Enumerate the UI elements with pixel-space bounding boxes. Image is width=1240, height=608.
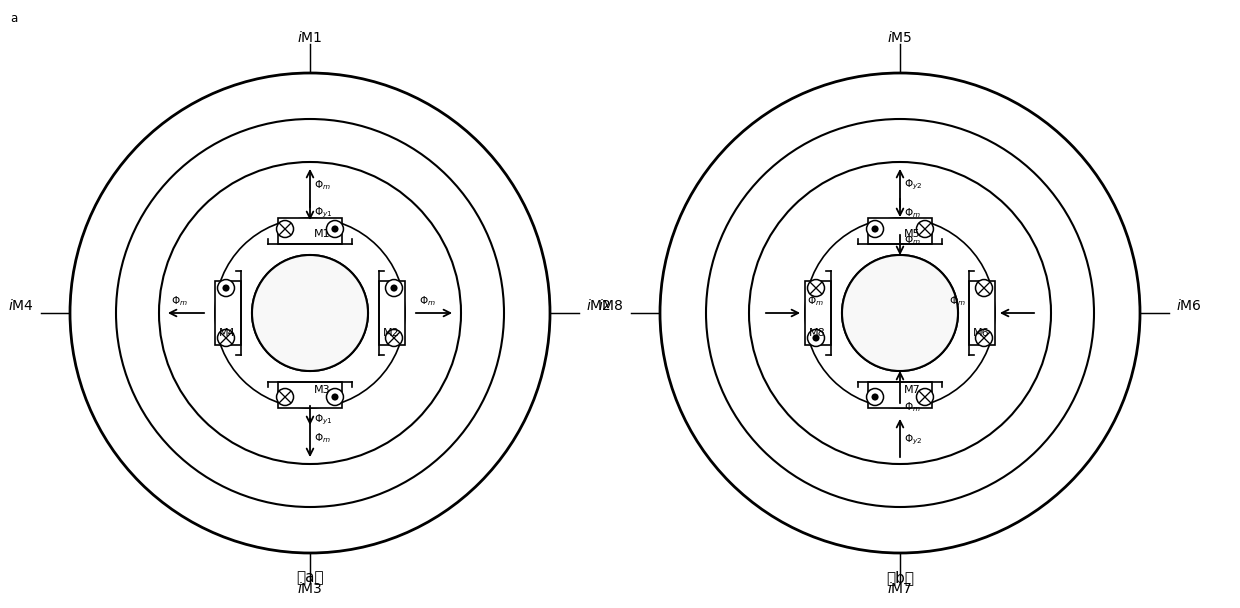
Text: $\mathit{\Phi}_m$: $\mathit{\Phi}_m$ xyxy=(314,178,331,192)
Text: a: a xyxy=(10,12,17,25)
Text: M6: M6 xyxy=(973,328,990,338)
Bar xyxy=(278,218,342,244)
Text: $\mathit{\Phi}_m$: $\mathit{\Phi}_m$ xyxy=(314,431,331,445)
Circle shape xyxy=(277,389,294,406)
Circle shape xyxy=(916,221,934,238)
Circle shape xyxy=(215,218,405,408)
Circle shape xyxy=(807,280,825,297)
Circle shape xyxy=(222,285,229,292)
Circle shape xyxy=(326,221,343,238)
Circle shape xyxy=(867,221,884,238)
Text: $\mathit{i}$M1: $\mathit{i}$M1 xyxy=(298,30,322,45)
Text: $\mathit{\Phi}_m$: $\mathit{\Phi}_m$ xyxy=(904,206,921,220)
Text: $\mathit{i}$M5: $\mathit{i}$M5 xyxy=(888,30,913,45)
Text: $\mathit{i}$M7: $\mathit{i}$M7 xyxy=(888,581,913,596)
Text: $\mathit{i}$M3: $\mathit{i}$M3 xyxy=(298,581,322,596)
Text: M8: M8 xyxy=(808,328,826,338)
Circle shape xyxy=(217,330,234,347)
Circle shape xyxy=(872,226,879,233)
Text: $\mathit{\Phi}_{y2}$: $\mathit{\Phi}_{y2}$ xyxy=(904,433,923,447)
Text: $\mathit{\Phi}_{y1}$: $\mathit{\Phi}_{y1}$ xyxy=(314,206,332,220)
Circle shape xyxy=(976,280,992,297)
Text: $\mathit{i}$M8: $\mathit{i}$M8 xyxy=(598,297,624,313)
Circle shape xyxy=(252,255,368,371)
Circle shape xyxy=(706,119,1094,507)
Text: $\mathit{i}$M4: $\mathit{i}$M4 xyxy=(9,297,33,313)
Text: M3: M3 xyxy=(314,385,331,395)
Text: $\mathit{i}$M2: $\mathit{i}$M2 xyxy=(587,297,611,313)
Circle shape xyxy=(976,330,992,347)
Text: $\mathit{\Phi}_m$: $\mathit{\Phi}_m$ xyxy=(171,294,187,308)
Circle shape xyxy=(867,389,884,406)
Text: $\mathit{\Phi}_m$: $\mathit{\Phi}_m$ xyxy=(419,294,435,308)
Text: $\mathit{\Phi}_m$: $\mathit{\Phi}_m$ xyxy=(904,233,921,247)
Circle shape xyxy=(69,73,551,553)
Circle shape xyxy=(386,330,403,347)
Circle shape xyxy=(812,334,820,342)
Circle shape xyxy=(807,330,825,347)
Circle shape xyxy=(277,221,294,238)
Text: $\mathit{\Phi}_m$: $\mathit{\Phi}_m$ xyxy=(949,294,966,308)
Bar xyxy=(868,218,932,244)
Text: （a）: （a） xyxy=(296,570,324,586)
Circle shape xyxy=(117,119,503,507)
Text: M4: M4 xyxy=(219,328,236,338)
Circle shape xyxy=(331,393,339,401)
Text: M1: M1 xyxy=(314,229,331,239)
Circle shape xyxy=(386,280,403,297)
Circle shape xyxy=(331,226,339,233)
Text: M5: M5 xyxy=(904,229,920,239)
Circle shape xyxy=(872,393,879,401)
Text: $\mathit{\Phi}_{y2}$: $\mathit{\Phi}_{y2}$ xyxy=(904,178,923,192)
Circle shape xyxy=(252,255,368,371)
Circle shape xyxy=(916,389,934,406)
Bar xyxy=(278,382,342,408)
Circle shape xyxy=(326,389,343,406)
Circle shape xyxy=(842,255,959,371)
Circle shape xyxy=(749,162,1052,464)
Circle shape xyxy=(159,162,461,464)
Bar xyxy=(379,281,405,345)
Circle shape xyxy=(842,255,959,371)
Text: $\mathit{i}$M6: $\mathit{i}$M6 xyxy=(1176,297,1202,313)
Bar xyxy=(968,281,994,345)
Bar xyxy=(805,281,831,345)
Text: M7: M7 xyxy=(904,385,921,395)
Text: $\mathit{\Phi}_m$: $\mathit{\Phi}_m$ xyxy=(807,294,823,308)
Text: $\mathit{\Phi}_{y1}$: $\mathit{\Phi}_{y1}$ xyxy=(314,413,332,427)
Bar xyxy=(215,281,241,345)
Text: $\mathit{\Phi}_m$: $\mathit{\Phi}_m$ xyxy=(904,400,921,414)
Circle shape xyxy=(660,73,1140,553)
Circle shape xyxy=(805,218,994,408)
Bar xyxy=(868,382,932,408)
Circle shape xyxy=(217,280,234,297)
Text: （b）: （b） xyxy=(887,570,914,586)
Text: M2: M2 xyxy=(383,328,401,338)
Circle shape xyxy=(391,285,398,292)
